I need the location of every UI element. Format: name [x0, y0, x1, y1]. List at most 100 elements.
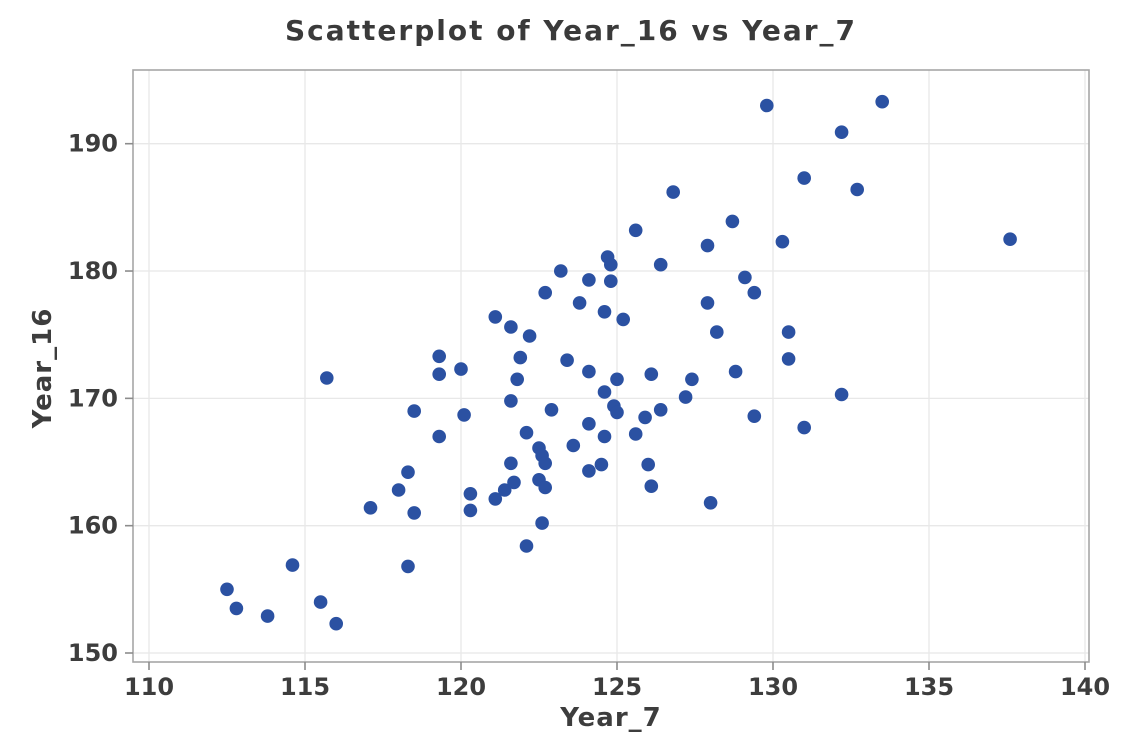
y-tick-label: 170: [68, 384, 118, 412]
data-point: [488, 310, 503, 324]
data-point: [522, 329, 537, 343]
data-point: [220, 582, 234, 597]
data-point: [781, 325, 796, 339]
chart-title: Scatterplot of Year_16 vs Year_7: [284, 14, 858, 47]
data-point: [797, 171, 811, 185]
data-point: [850, 182, 864, 197]
data-point: [597, 305, 612, 319]
data-point: [260, 609, 275, 623]
y-tick-label: 160: [68, 512, 118, 540]
data-point: [700, 238, 715, 253]
data-point: [544, 403, 559, 417]
data-point: [519, 425, 534, 440]
data-point: [463, 487, 478, 501]
x-tick-label: 120: [436, 673, 486, 701]
x-axis-title: Year_7: [560, 703, 662, 733]
data-point: [454, 362, 468, 376]
data-point: [760, 98, 774, 113]
data-point: [610, 372, 624, 387]
data-point: [504, 456, 518, 471]
data-point: [875, 94, 889, 109]
data-point: [488, 492, 503, 506]
data-point: [653, 257, 668, 272]
data-point: [834, 125, 849, 139]
y-axis-title: Year_16: [28, 307, 58, 429]
data-point: [700, 296, 715, 310]
data-point: [582, 417, 596, 431]
data-point: [628, 427, 643, 441]
data-point: [572, 296, 587, 310]
data-point: [582, 364, 596, 379]
data-point: [685, 372, 699, 387]
data-point: [407, 506, 422, 520]
tick-labels: 110 115 120 125 130 135 140 150 160 170 180 190: [68, 130, 1110, 701]
data-point: [1003, 232, 1017, 246]
data-point: [507, 475, 521, 490]
data-point: [463, 503, 478, 518]
data-point: [644, 367, 659, 382]
data-point: [432, 367, 447, 382]
data-point: [566, 438, 581, 453]
data-point: [582, 464, 596, 478]
data-point: [401, 465, 415, 480]
data-point: [775, 234, 790, 249]
data-point: [229, 601, 244, 616]
data-point: [834, 387, 849, 402]
data-point: [728, 364, 743, 379]
data-point: [457, 408, 471, 422]
data-point: [504, 320, 518, 334]
data-point: [510, 372, 524, 387]
data-point: [497, 483, 512, 497]
data-point: [597, 385, 612, 399]
data-point: [538, 285, 552, 300]
data-point: [725, 214, 740, 229]
data-point: [329, 616, 344, 631]
y-tick-label: 180: [68, 257, 118, 285]
data-point: [407, 404, 422, 418]
data-point: [678, 390, 693, 404]
data-point: [313, 595, 328, 609]
data-point: [560, 353, 574, 368]
data-point: [285, 558, 300, 572]
axis-ticks: [125, 142, 1086, 670]
data-point: [797, 420, 811, 435]
data-point: [666, 185, 680, 199]
data-point: [747, 409, 762, 424]
data-point: [628, 223, 643, 238]
data-point: [610, 405, 624, 420]
y-tick-label: 150: [68, 639, 118, 667]
data-point: [616, 312, 630, 327]
data-point: [644, 479, 659, 494]
data-point: [538, 480, 552, 495]
data-point: [594, 457, 609, 472]
x-tick-label: 135: [904, 673, 954, 701]
data-points: [220, 94, 1017, 631]
data-point: [513, 350, 528, 365]
data-point: [519, 539, 534, 553]
data-point: [638, 410, 652, 425]
x-tick-label: 130: [748, 673, 798, 701]
data-point: [538, 456, 552, 471]
data-point: [703, 496, 718, 510]
gridlines: [133, 70, 1089, 662]
data-point: [401, 559, 415, 574]
data-point: [604, 257, 618, 272]
data-point: [641, 457, 655, 472]
data-point: [504, 394, 518, 408]
plot-frame: [132, 69, 1090, 663]
data-point: [432, 349, 447, 364]
data-point: [554, 264, 568, 278]
data-point: [535, 516, 549, 530]
data-point: [320, 371, 334, 385]
x-tick-label: 110: [124, 673, 174, 701]
y-tick-label: 190: [68, 130, 118, 158]
x-tick-label: 140: [1060, 673, 1110, 701]
data-point: [604, 274, 618, 289]
data-point: [582, 273, 596, 287]
data-point: [597, 429, 612, 444]
data-point: [747, 285, 762, 300]
data-point: [391, 483, 406, 497]
data-point: [653, 403, 668, 417]
